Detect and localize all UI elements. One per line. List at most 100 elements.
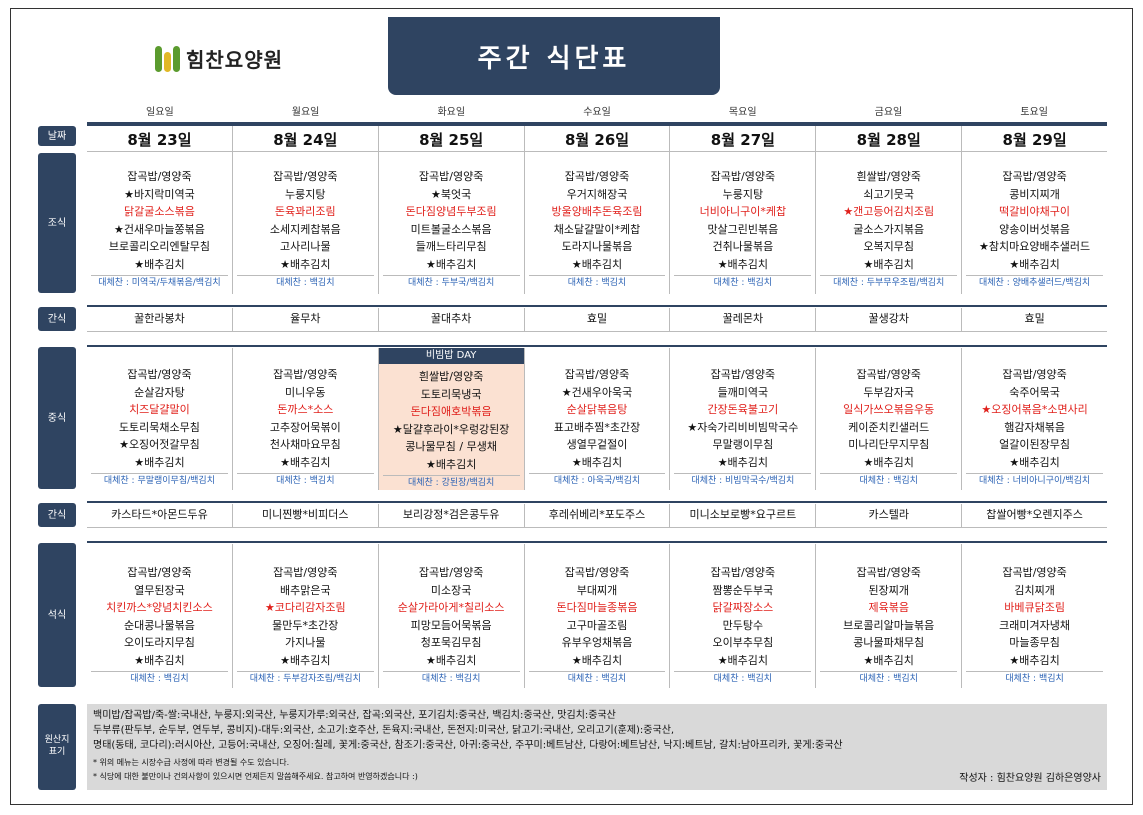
dinner-cell: 잡곡밥/영양죽 미소장국 순살가라아게*칠리소스 피망모듬어묵볶음 청포묵김무침 ★배추김…	[379, 544, 525, 688]
date-cell: 8월 27일	[670, 126, 817, 152]
alternative-dish: 대체찬 : 백김치	[674, 275, 812, 290]
snack2-row: 카스타드*아몬드두유 미니찐빵*비피더스 보리강정*검은콩두유 후레쉬베리*포도주스 미…	[87, 504, 1108, 528]
lunch-cell: 잡곡밥/영양죽 미니우동 돈까스*소스 고추장어묵볶이 천사채마요무침 ★배추김치 대체찬 …	[233, 348, 379, 490]
weekday-label: 일요일	[146, 107, 174, 118]
alternative-dish: 대체찬 : 두부감자조림/백김치	[236, 671, 374, 686]
menu-item: 크래미겨자냉채	[999, 618, 1070, 632]
dinner-items: 잡곡밥/영양죽 열무된장국 치킨까스*양념치킨소스 순대콩나물볶음 오이도라지무침 ★배추…	[87, 544, 232, 669]
menu-item: 돈까스*소스	[277, 403, 334, 416]
menu-item: 미소장국	[430, 583, 472, 597]
menu-item: 콩비지찌개	[1009, 187, 1060, 201]
menu-item: 고사리나물	[279, 240, 331, 253]
menu-item: 잡곡밥/영양죽	[564, 170, 630, 183]
menu-item: 누룽지탕	[285, 187, 326, 201]
alternative-dish: 대체찬 : 백김치	[236, 473, 374, 488]
date-bar	[87, 122, 1107, 126]
breakfast-items: 잡곡밥/영양죽 우거지해장국 방울양배추돈육조림 채소달걀말이*케찹 도라지나물볶음 ★배…	[525, 152, 670, 273]
date-cell: 8월 29일	[962, 126, 1108, 152]
menu-item: 순살가라아게*칠리소스	[397, 601, 505, 614]
alternative-dish: 대체찬 : 백김치	[674, 671, 812, 686]
menu-item: 돈다짐양념두부조림	[405, 205, 497, 218]
menu-item: 잡곡밥/영양죽	[564, 566, 630, 579]
menu-item: ★북엇국	[431, 187, 472, 201]
snack2-bar	[87, 501, 1107, 503]
dinner-cell: 잡곡밥/영양죽 된장찌개 제육볶음 브로콜리알마늘볶음 콩나물파채무침 ★배추김치 대체찬 …	[816, 544, 963, 688]
breakfast-cell: 잡곡밥/영양죽 ★바지락미역국 닭갈굴소스볶음 ★건새우마늘쫑볶음 브로콜리오리엔탈무침…	[87, 152, 233, 294]
weekday-label: 목요일	[728, 107, 757, 118]
breakfast-cell: 잡곡밥/영양죽 콩비지찌개 떡갈비야채구이 양송이버섯볶음 ★참치마요양배추샐러드 ★배추…	[962, 152, 1107, 294]
menu-item: 미나리단무지무침	[848, 438, 930, 451]
menu-item: ★배추김치	[571, 455, 623, 469]
snack1-row: 꿀한라봉차 율무차 꿀대추차 효밀 꿀레몬차 꿀생강차 효밀	[87, 308, 1108, 332]
menu-item: 잡곡밥/영양죽	[418, 566, 484, 579]
dinner-cell: 잡곡밥/영양죽 배추맑은국 ★코다리감자조림 물만두*초간장 가지나물 ★배추김치 대체찬 …	[233, 544, 379, 688]
menu-item: ★배추김치	[425, 257, 477, 271]
menu-frame	[10, 8, 1133, 805]
menu-item: ★배추김치	[1009, 653, 1060, 667]
menu-item: ★배추김치	[425, 457, 477, 471]
menu-item: 잡곡밥/영양죽	[273, 566, 338, 579]
page-title: 주간 식단표	[388, 17, 720, 95]
alternative-dish: 대체찬 : 양배추샐러드/백김치	[966, 275, 1104, 290]
menu-item: 잡곡밥/영양죽	[273, 170, 338, 183]
menu-item: 쇠고기뭇국	[863, 187, 915, 201]
menu-item: 마늘종무침	[1009, 636, 1060, 649]
menu-item: ★배추김치	[280, 455, 331, 469]
lunch-cell: 잡곡밥/영양죽 순살감자탕 치즈달걀말이 도토리묵채소무침 ★오징어젓갈무침 ★배추김치 대…	[87, 348, 233, 490]
menu-item: 오복지무침	[863, 240, 915, 253]
menu-item: 잡곡밥/영양죽	[710, 368, 776, 381]
label-snack2: 간식	[38, 503, 76, 527]
menu-item: ★배추김치	[863, 653, 914, 667]
menu-item: 흰쌀밥/영양죽	[856, 170, 921, 183]
menu-item: ★배추김치	[571, 653, 623, 667]
menu-item: 건취나물볶음	[712, 240, 774, 253]
menu-item: ★배추김치	[134, 257, 185, 271]
menu-item: 청포묵김무침	[420, 636, 482, 649]
menu-item: 생열무겉절이	[566, 438, 628, 451]
alternative-dish: 대체찬 : 백김치	[966, 671, 1104, 686]
snack2-cell: 미니찐빵*비피더스	[232, 504, 379, 528]
menu-item: 흰쌀밥/영양죽	[418, 370, 484, 383]
menu-item: ★배추김치	[863, 455, 914, 469]
menu-item: 바베큐닭조림	[1004, 601, 1065, 614]
breakfast-items: 잡곡밥/영양죽 ★바지락미역국 닭갈굴소스볶음 ★건새우마늘쫑볶음 브로콜리오리엔탈무침…	[87, 152, 232, 273]
menu-item: 김치찌개	[1014, 583, 1055, 597]
weekday-label: 수요일	[583, 107, 611, 118]
alternative-dish: 대체찬 : 두부국/백김치	[382, 275, 520, 290]
menu-item: ★건새우마늘쫑볶음	[114, 222, 205, 236]
alternative-dish: 대체찬 : 강된장/백김치	[382, 475, 520, 490]
date-cell: 8월 25일	[378, 126, 525, 152]
alternative-dish: 대체찬 : 백김치	[820, 671, 958, 686]
menu-item: ★자숙가리비비빔막국수	[687, 420, 799, 434]
weekday-header: 일요일 월요일 화요일 수요일 목요일 금요일 토요일	[87, 103, 1107, 118]
menu-item: 돈다짐마늘종볶음	[556, 601, 638, 614]
author: 작성자 : 힘찬요양원 김하은영양사	[959, 773, 1101, 784]
menu-item: 미니우동	[285, 385, 326, 399]
menu-item: ★배추김치	[717, 653, 769, 667]
menu-item: 방울양배추돈육조림	[551, 205, 643, 218]
menu-item: 잡곡밥/영양죽	[856, 566, 921, 579]
snack1-cell: 꿀레몬차	[670, 308, 817, 332]
menu-item: 무말랭이무침	[712, 438, 774, 451]
origin-note: * 위의 메뉴는 시장수급 사정에 따라 변경될 수도 있습니다.	[93, 758, 290, 767]
dinner-bar	[87, 541, 1107, 543]
menu-item: 짬뽕순두부국	[712, 583, 774, 597]
menu-item: 소세지케찹볶음	[269, 222, 341, 236]
label-origin: 원산지 표기	[38, 704, 76, 790]
menu-item: 잡곡밥/영양죽	[418, 170, 484, 183]
lunch-items: 흰쌀밥/영양죽 도토리묵냉국 돈다짐애호박볶음 ★달걀후라이*우렁강된장 콩나물무침 /…	[379, 364, 524, 473]
weekday-label: 월요일	[291, 107, 320, 118]
alternative-dish: 대체찬 : 백김치	[236, 275, 374, 290]
alternative-dish: 대체찬 : 백김치	[820, 473, 958, 488]
dinner-items: 잡곡밥/영양죽 미소장국 순살가라아게*칠리소스 피망모듬어묵볶음 청포묵김무침 ★배추김…	[379, 544, 524, 669]
menu-item: 콩나물무침 / 무생채	[405, 440, 497, 453]
breakfast-cell: 잡곡밥/영양죽 누룽지탕 돈육꽈리조림 소세지케찹볶음 고사리나물 ★배추김치 대체찬 : …	[233, 152, 379, 294]
origin-line: 백미밥/잡곡밥/죽-쌀:국내산, 누룽지:외국산, 누룽지가루:외국산, 잡곡:…	[93, 710, 616, 721]
menu-item: ★배추김치	[134, 455, 185, 469]
menu-item: 순대콩나물볶음	[124, 618, 195, 632]
breakfast-cell: 흰쌀밥/영양죽 쇠고기뭇국 ★갠고등어김치조림 굴소스가지볶음 오복지무침 ★배추김치 대체…	[816, 152, 963, 294]
menu-item: 누룽지탕	[722, 187, 764, 201]
snack1-cell: 효밀	[962, 308, 1108, 332]
lunch-cell: 잡곡밥/영양죽 ★건새우아욱국 순살닭볶음탕 표고배추찜*초간장 생열무겉절이 ★배추김치…	[525, 348, 671, 490]
dates-row: 8월 23일 8월 24일 8월 25일 8월 26일 8월 27일 8월 28일 8월 2…	[87, 126, 1108, 152]
